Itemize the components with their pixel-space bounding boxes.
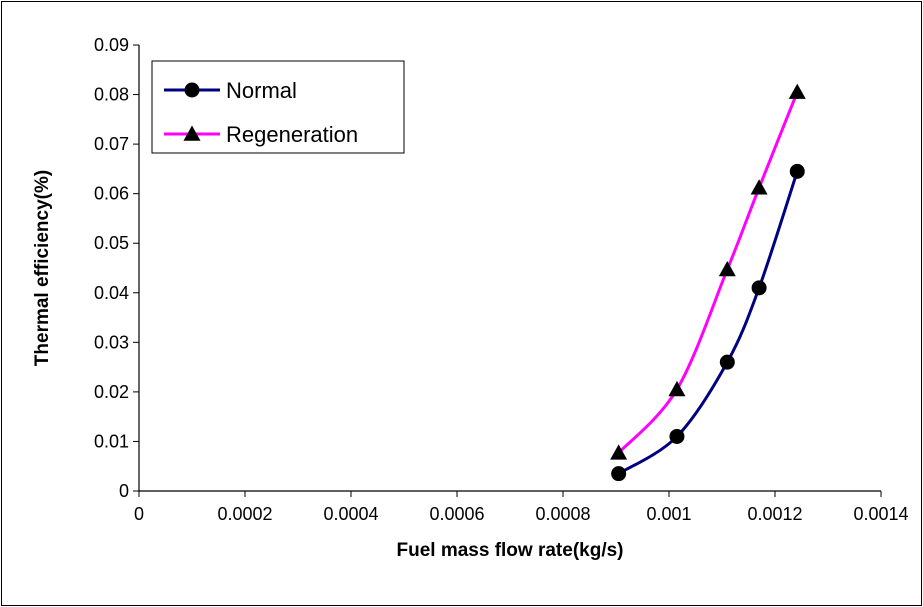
x-tick-label: 0.001 [646,504,691,524]
x-tick-label: 0.0002 [217,504,272,524]
data-point-regeneration [668,380,686,397]
y-tick-label: 0.02 [94,382,129,402]
legend: Normal Regeneration [151,60,405,154]
tick-labels: 0 0.01 0.02 0.03 0.04 0.05 0.06 0.07 0.08 0.09 0 0.… [94,35,909,524]
legend-label-normal: Normal [226,78,297,103]
series-line-regeneration [617,91,799,454]
data-point-regeneration [750,179,768,195]
y-tick-label: 0.01 [94,431,129,451]
data-point-regeneration [610,444,628,460]
y-tick-label: 0.03 [94,332,129,352]
axes [133,44,882,497]
legend-marker-regeneration [183,125,201,141]
x-tick-label: 0.0006 [429,504,484,524]
data-point-normal [669,428,685,444]
legend-label-regeneration: Regeneration [226,122,358,147]
x-axis-title: Fuel mass flow rate(kg/s) [396,540,623,561]
y-tick-label: 0.04 [94,283,129,303]
y-tick-label: 0 [119,481,129,501]
data-point-regeneration [718,260,736,277]
y-tick-label: 0.08 [94,85,129,105]
y-tick-label: 0.06 [94,184,129,204]
x-tick-label: 0.0008 [535,504,590,524]
data-point-normal [751,280,767,296]
series-group [610,83,806,482]
data-point-normal [719,354,735,370]
data-point-normal [611,466,627,482]
data-point-regeneration [788,83,806,99]
legend-marker-normal [184,82,200,98]
y-tick-label: 0.09 [94,35,129,55]
x-tick-label: 0.0012 [747,504,802,524]
x-tick-label: 0.0014 [853,504,908,524]
data-point-normal [789,163,805,179]
y-tick-label: 0.07 [94,134,129,154]
x-tick-label: 0.0004 [323,504,378,524]
y-tick-label: 0.05 [94,233,129,253]
x-tick-label: 0 [134,504,144,524]
y-axis-title: Thermal efficiency(%) [32,170,53,366]
